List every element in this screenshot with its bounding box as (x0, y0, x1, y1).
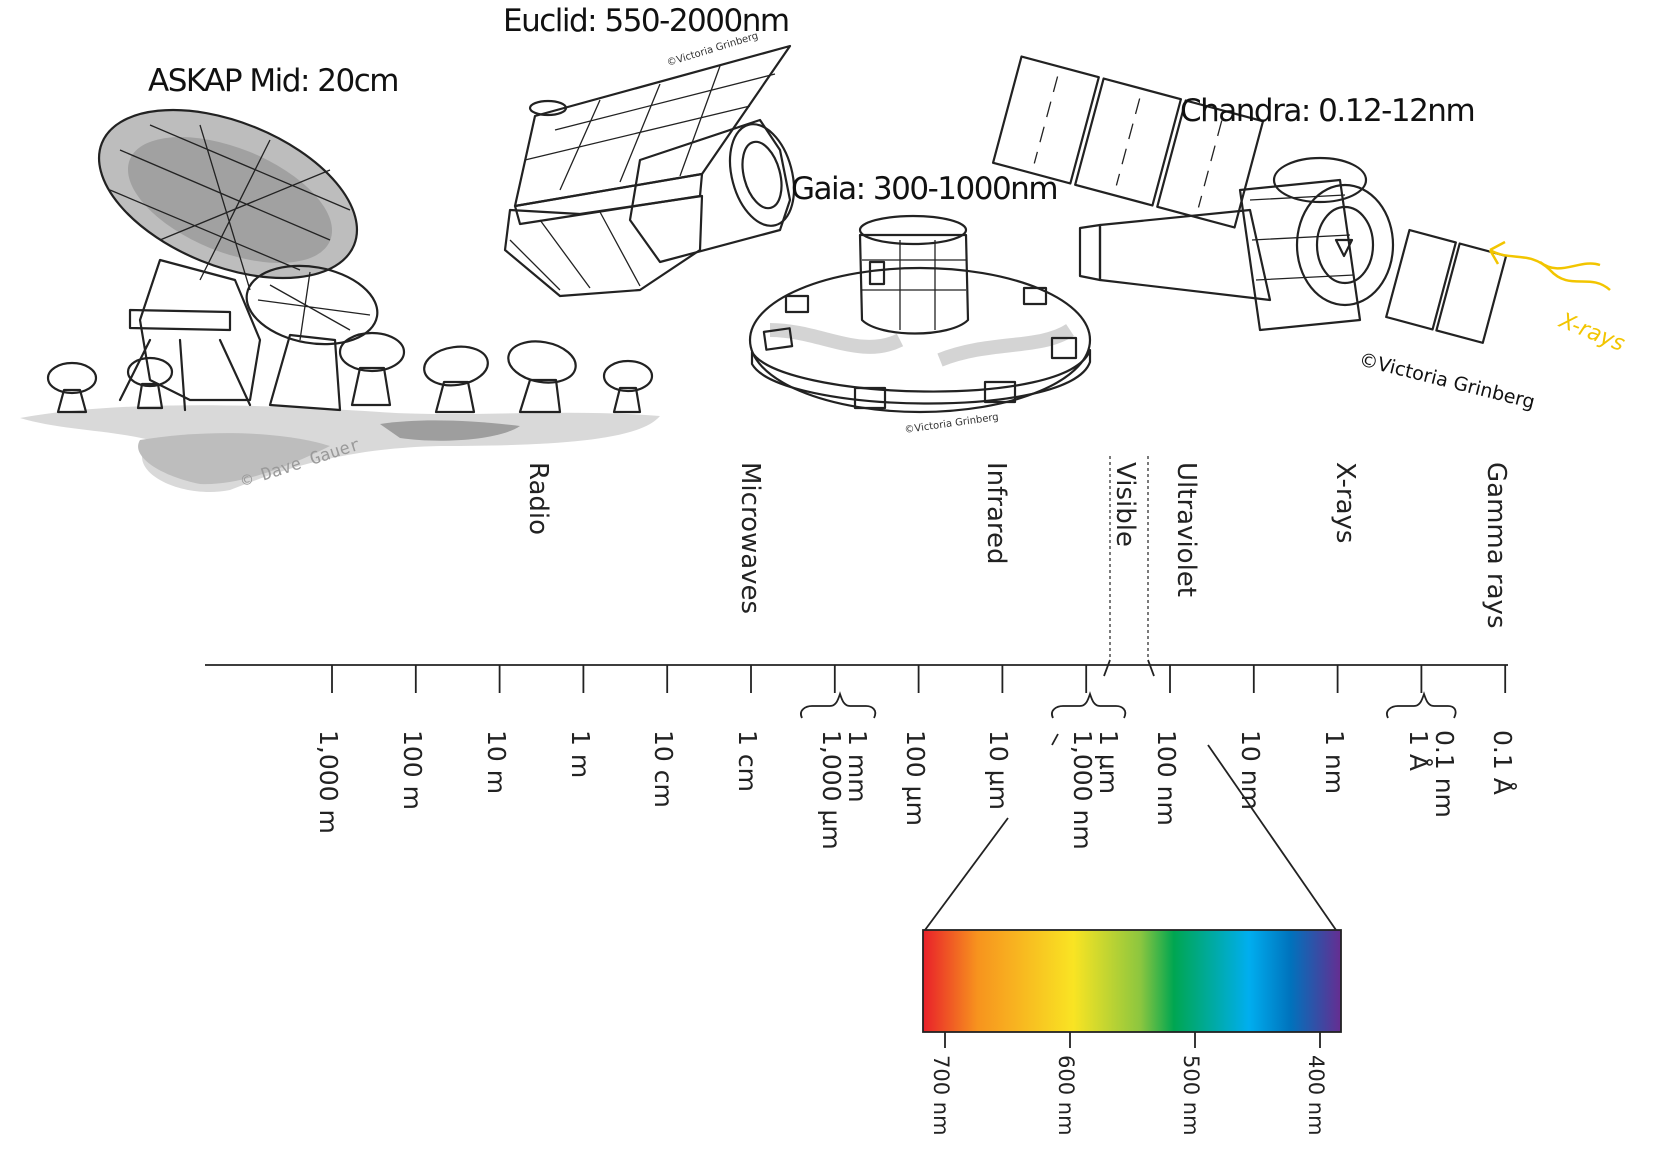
wavelength-axis (205, 664, 1508, 719)
vis-tick-label-400nm: 400 nm (1304, 1055, 1328, 1136)
band-infrared: Infrared (981, 462, 1011, 565)
band-radio: Radio (523, 462, 553, 535)
vis-tick-label-700nm: 700 nm (929, 1055, 953, 1136)
tick-label-1nm: 1 nm (1320, 730, 1349, 794)
vis-tick-label-500nm: 500 nm (1179, 1055, 1203, 1136)
tick-label-100um: 100 µm (901, 730, 930, 826)
gaia-illustration (748, 214, 1092, 414)
visible-spectrum-zoom: 700 nm 600 nm 500 nm 400 nm (922, 733, 1342, 1136)
caption-gaia: Gaia: 300-1000nm (791, 171, 1057, 207)
visible-spectrum-bar (922, 929, 1342, 1033)
xray-arrow-icon (1488, 240, 1611, 291)
band-microwaves: Microwaves (735, 462, 765, 614)
credit-chandra: ©Victoria Grinberg (1357, 349, 1537, 414)
tick-label-10nm: 10 nm (1236, 730, 1265, 810)
caption-euclid: Euclid: 550-2000nm (503, 3, 789, 39)
vis-tick-label-600nm: 600 nm (1054, 1055, 1078, 1136)
band-gamma-rays: Gamma rays (1481, 462, 1511, 629)
tick-label-10m: 10 m (482, 730, 511, 794)
euclid-illustration (503, 44, 796, 298)
tick-label-1cm: 1 cm (733, 730, 762, 792)
tick-label-1000nm: 1,000 nm (1068, 730, 1097, 850)
band-ultraviolet: Ultraviolet (1171, 462, 1201, 597)
tick-label-1mm: 1 mm (843, 730, 872, 803)
tick-label-1000m: 1,000 m (314, 730, 343, 834)
askap-illustration (20, 108, 660, 492)
tick-label-1A: 1 Å (1404, 730, 1433, 771)
band-xrays: X-rays (1330, 462, 1360, 543)
tick-label-0.1A: 0.1 Å (1488, 730, 1517, 795)
caption-chandra: Chandra: 0.12-12nm (1180, 93, 1474, 129)
band-visible: Visible (1110, 462, 1140, 547)
tick-label-1m: 1 m (566, 730, 595, 778)
caption-askap: ASKAP Mid: 20cm (148, 63, 398, 99)
tick-label-100m: 100 m (398, 730, 427, 810)
credit-gaia: ©Victoria Grinberg (904, 412, 1000, 436)
tick-label-100nm: 100 nm (1152, 730, 1181, 826)
tick-label-1um: 1 µm (1094, 730, 1123, 794)
tick-label-1000um: 1,000 µm (817, 730, 846, 850)
tick-label-10cm: 10 cm (649, 730, 678, 808)
chandra-illustration (991, 55, 1611, 344)
xray-arrow-label: X-rays (1555, 308, 1628, 357)
tick-label-10um: 10 µm (984, 730, 1013, 810)
tick-label-0.1nm: 0.1 nm (1430, 730, 1459, 818)
